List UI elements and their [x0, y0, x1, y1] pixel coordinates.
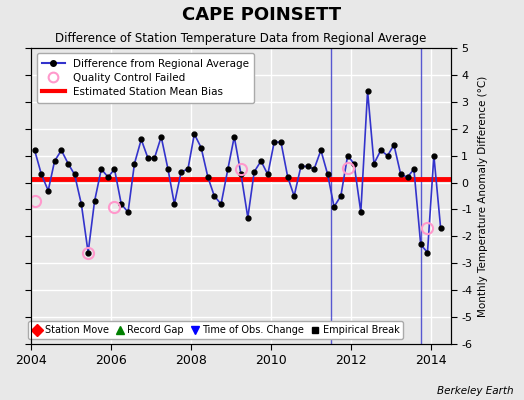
Y-axis label: Monthly Temperature Anomaly Difference (°C): Monthly Temperature Anomaly Difference (… [478, 75, 488, 317]
Text: Berkeley Earth: Berkeley Earth [437, 386, 514, 396]
Legend: Station Move, Record Gap, Time of Obs. Change, Empirical Break: Station Move, Record Gap, Time of Obs. C… [28, 321, 403, 339]
Text: CAPE POINSETT: CAPE POINSETT [182, 6, 342, 24]
Title: Difference of Station Temperature Data from Regional Average: Difference of Station Temperature Data f… [56, 32, 427, 46]
